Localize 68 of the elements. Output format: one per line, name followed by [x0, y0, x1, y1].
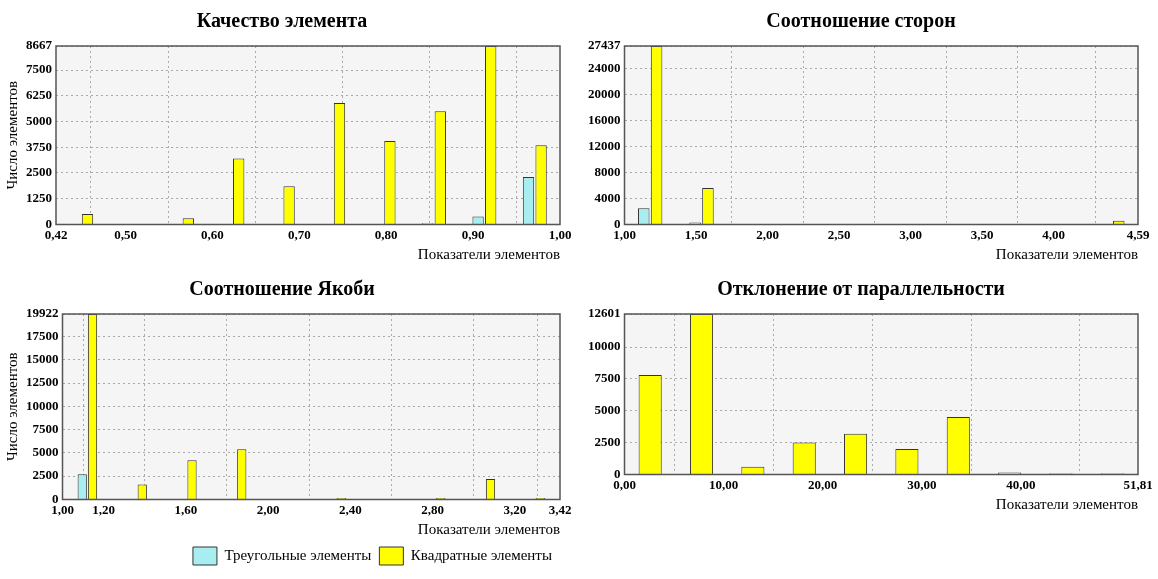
x-tick-label: 1,50 — [684, 226, 708, 242]
x-tick-label: 2,00 — [756, 226, 779, 242]
x-tick-label: 3,00 — [899, 226, 922, 242]
y-tick-label: 12601 — [588, 305, 621, 321]
x-axis-title: Показатели элементов — [995, 495, 1138, 512]
y-tick-label: 5000 — [26, 112, 52, 128]
y-tick-label: 6250 — [26, 87, 52, 103]
y-tick-label: 5000 — [594, 402, 621, 418]
legend-label: Треугольные элементы — [224, 546, 372, 563]
y-tick-label: 3750 — [26, 138, 52, 154]
y-tick-label: 27437 — [588, 37, 621, 53]
x-tick-label: 1,20 — [92, 501, 115, 517]
y-tick-label: 24000 — [588, 59, 621, 75]
y-tick-label: 16000 — [588, 111, 621, 127]
x-tick-label: 2,80 — [421, 501, 444, 517]
y-tick-label: 7500 — [594, 370, 621, 386]
y-tick-label: 8667 — [26, 37, 53, 53]
x-tick-label: 2,40 — [338, 501, 362, 517]
y-tick-label: 8000 — [594, 163, 621, 179]
x-tick-label: 30,00 — [907, 476, 937, 492]
y-tick-label: 19922 — [26, 305, 59, 321]
x-tick-label: 0,70 — [287, 226, 311, 242]
x-tick-label: 3,42 — [548, 501, 572, 517]
y-tick-label: 0 — [614, 465, 621, 481]
y-tick-label: 10000 — [588, 338, 621, 354]
x-tick-label: 1,60 — [174, 501, 198, 517]
chart-title: Соотношение Якоби — [189, 277, 375, 300]
x-tick-label: 51,81 — [1123, 476, 1153, 492]
y-tick-label: 0 — [52, 490, 59, 506]
x-tick-label: 0,60 — [201, 226, 224, 242]
x-tick-label: 4,59 — [1126, 226, 1150, 242]
y-tick-label: 12000 — [588, 137, 621, 153]
y-tick-label: 20000 — [588, 85, 621, 101]
x-tick-label: 0,90 — [461, 226, 485, 242]
y-tick-label: 0 — [45, 215, 52, 231]
x-axis-title: Показатели элементов — [417, 520, 560, 537]
x-tick-label: 0,50 — [114, 226, 137, 242]
chart-title: Соотношение сторон — [766, 9, 956, 33]
x-tick-label: 2,00 — [256, 501, 280, 517]
y-tick-label: 17500 — [26, 327, 59, 343]
y-axis-title: Число элементов — [3, 80, 20, 190]
x-tick-label: 2,50 — [827, 226, 851, 242]
y-axis-title: Число элементов — [3, 352, 20, 461]
y-tick-label: 10000 — [26, 397, 59, 413]
x-tick-label: 0,80 — [374, 226, 398, 242]
y-tick-label: 0 — [614, 215, 621, 231]
x-tick-label: 3,50 — [970, 226, 994, 242]
y-tick-label: 12500 — [26, 374, 59, 390]
x-axis-title: Показатели элементов — [995, 245, 1138, 262]
y-tick-label: 4000 — [594, 189, 621, 205]
x-tick-label: 10,00 — [708, 476, 739, 492]
x-tick-label: 40,00 — [1006, 476, 1036, 492]
chart-title: Отклонение от параллельности — [717, 277, 1005, 301]
y-tick-label: 5000 — [32, 444, 59, 460]
y-tick-label: 2500 — [594, 433, 621, 449]
legend-label: Квадратные элементы — [410, 546, 552, 563]
x-axis-title: Показатели элементов — [417, 245, 560, 262]
y-tick-label: 15000 — [26, 351, 59, 367]
y-tick-label: 7500 — [32, 420, 59, 436]
x-tick-label: 20,00 — [808, 476, 838, 492]
x-tick-label: 1,00 — [548, 226, 572, 242]
y-tick-label: 2500 — [26, 164, 52, 180]
x-tick-label: 4,00 — [1042, 226, 1065, 242]
y-tick-label: 1250 — [26, 190, 52, 206]
y-tick-label: 7500 — [26, 61, 52, 77]
chart-title: Качество элемента — [196, 9, 368, 32]
y-tick-label: 2500 — [32, 467, 59, 483]
x-tick-label: 3,20 — [503, 501, 527, 517]
